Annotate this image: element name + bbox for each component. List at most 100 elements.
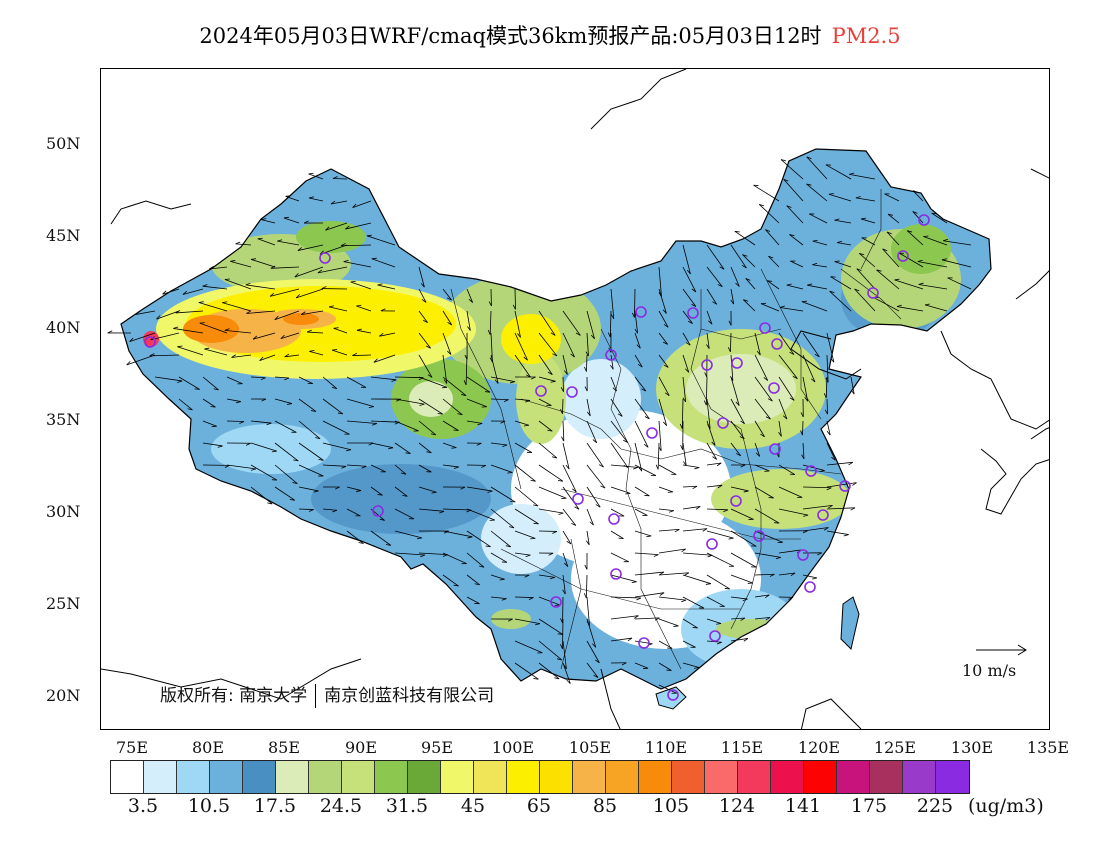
wind-arrow-head	[239, 421, 245, 424]
wind-arrow-head	[230, 260, 236, 262]
wind-arrow-shaft	[658, 618, 679, 627]
wind-arrow-head	[503, 399, 509, 402]
wind-arrow-shaft	[198, 302, 228, 312]
wind-arrow-shaft	[873, 297, 900, 312]
wind-arrow-head	[790, 572, 796, 577]
wind-arrow-head	[812, 577, 818, 580]
wind-arrow-head	[187, 408, 193, 411]
wind-arrow-shaft	[634, 332, 641, 349]
wind-arrow-head	[593, 674, 599, 678]
wind-arrow-shaft	[682, 662, 700, 668]
wind-arrow-head	[524, 574, 530, 578]
wind-arrow-shaft	[514, 640, 543, 654]
wind-arrow-head	[356, 490, 362, 492]
wind-arrow-shaft	[586, 310, 595, 339]
wind-arrow-shaft	[682, 244, 691, 275]
wind-arrow-head	[477, 423, 483, 426]
wind-arrow-head	[712, 456, 717, 460]
wind-arrow-head	[659, 571, 665, 576]
wind-arrow-shaft	[610, 398, 623, 417]
wind-arrow-shaft	[760, 303, 780, 312]
wind-arrow-head	[854, 288, 860, 292]
wind-arrow-shaft	[634, 592, 665, 598]
wind-arrow-shaft	[280, 332, 300, 339]
wind-arrow-shaft	[330, 200, 348, 205]
wind-arrow-shaft	[250, 464, 278, 481]
wind-arrow-head	[269, 292, 275, 297]
wind-arrow-shaft	[585, 574, 588, 598]
wind-arrow-shaft	[562, 464, 577, 493]
wind-arrow-shaft	[129, 332, 156, 342]
wind-arrow-shaft	[490, 376, 515, 383]
wind-arrow-shaft	[610, 508, 625, 517]
wind-arrow-shaft	[178, 376, 200, 390]
wind-arrow-head	[584, 366, 587, 372]
wind-arrow-shaft	[331, 349, 348, 356]
wind-arrow-shaft	[634, 376, 647, 392]
wind-arrow-head	[723, 509, 729, 513]
wind-arrow-shaft	[610, 464, 638, 468]
wind-arrow-shaft	[246, 310, 276, 314]
colorbar-label: 31.5	[385, 795, 429, 817]
wind-arrow-head	[566, 540, 572, 545]
wind-arrow-head	[574, 506, 580, 510]
wind-arrow-head	[457, 413, 463, 416]
lon-label-130e: 130E	[950, 738, 994, 757]
wind-arrow-shaft	[658, 398, 668, 426]
wind-arrow-shaft	[562, 442, 570, 470]
wind-arrow-head	[663, 421, 667, 426]
wind-arrow-head	[528, 597, 534, 600]
wind-arrow-shaft	[442, 354, 448, 384]
colorbar-label: 85	[592, 795, 618, 817]
wind-arrow-shaft	[150, 332, 180, 341]
wind-arrow-head	[523, 356, 528, 361]
wind-arrow-shaft	[490, 354, 499, 384]
wind-arrow-shaft	[586, 530, 590, 545]
wind-arrow-head	[598, 464, 604, 468]
wind-arrow-shaft	[610, 442, 629, 468]
wind-arrow-head	[756, 350, 761, 356]
wind-arrow-shaft	[586, 662, 599, 678]
wind-arrow-shaft	[586, 640, 600, 663]
wind-arrow-shaft	[182, 288, 204, 295]
wind-arrow-shaft	[745, 278, 756, 290]
wind-arrow-shaft	[173, 328, 204, 334]
wind-arrow-head	[439, 510, 445, 514]
wind-arrow-shaft	[226, 376, 243, 385]
wind-arrow-shaft	[730, 354, 734, 381]
wind-arrow-head	[426, 345, 431, 349]
wind-arrow-head	[711, 441, 716, 446]
station-marker	[771, 338, 783, 350]
wind-arrow-head	[308, 509, 314, 512]
wind-arrow-head	[315, 437, 321, 440]
wind-arrow-head	[625, 492, 631, 495]
wind-arrow-head	[792, 376, 798, 379]
wind-arrow-head	[595, 504, 601, 508]
wind-arrow-shaft	[657, 442, 660, 470]
wind-arrow-head	[667, 491, 673, 493]
wind-arrow-head	[235, 401, 241, 404]
wind-arrow-head	[426, 451, 432, 454]
station-marker	[804, 581, 816, 593]
wind-arrow-head	[222, 301, 228, 303]
wind-arrow-head	[775, 556, 781, 560]
wind-arrow-head	[684, 572, 690, 576]
wind-arrow-head	[421, 299, 427, 303]
wind-arrow-shaft	[231, 354, 252, 358]
wind-arrow-head	[551, 456, 557, 459]
wind-arrow-head	[246, 310, 251, 314]
wind-arrow-shaft	[754, 486, 774, 499]
wind-arrow-head	[321, 286, 327, 289]
wind-arrow-shaft	[538, 618, 563, 635]
colorbar-label: 3.5	[127, 795, 159, 817]
wind-arrow-shaft	[490, 574, 505, 580]
wind-arrow-shaft	[538, 376, 556, 382]
wind-arrow-head	[310, 410, 317, 412]
wind-arrow-shaft	[490, 486, 516, 503]
wind-arrow-head	[129, 337, 134, 342]
wind-arrow-head	[352, 352, 358, 356]
wind-arrow-shaft	[309, 351, 324, 356]
wind-arrow-shaft	[298, 486, 319, 492]
station-marker	[535, 385, 547, 397]
wind-arrow-head	[277, 239, 283, 242]
